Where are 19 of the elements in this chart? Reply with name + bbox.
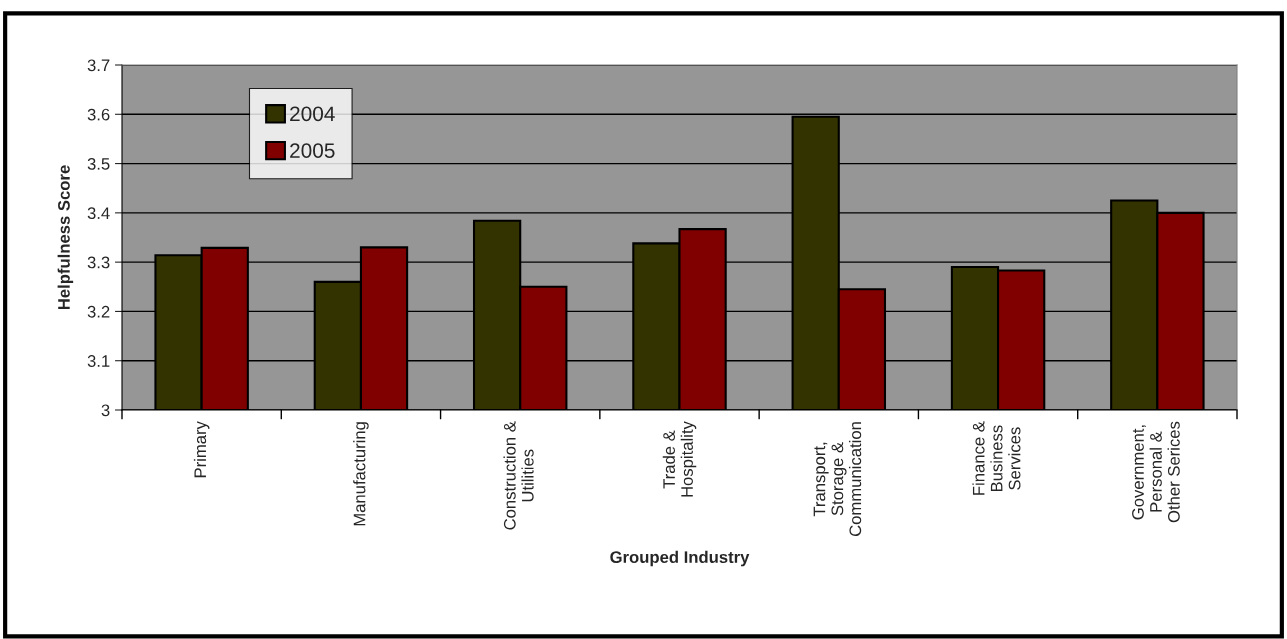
y-axis-title: Helpfulness Score <box>57 165 74 310</box>
y-tick-label: 3.4 <box>87 207 110 220</box>
y-tick-label: 3 <box>101 404 110 417</box>
y-tick-label: 3.7 <box>87 59 110 72</box>
x-tick-label: Primary <box>193 421 210 478</box>
legend-label: 2004 <box>290 106 335 122</box>
x-tick-label: Trade & Hospitality <box>662 421 697 497</box>
x-tick-label: Construction & Utilities <box>503 421 534 530</box>
legend-label: 2005 <box>290 143 335 158</box>
x-tick-label: Finance & Business Services <box>972 421 1021 495</box>
x-axis-title: Grouped Industry <box>610 550 750 567</box>
y-tick-label: 3.5 <box>87 157 110 170</box>
y-tick-label: 3.6 <box>87 108 110 121</box>
y-tick-label: 3.3 <box>87 256 110 269</box>
x-tick-label: Manufacturing <box>353 422 369 526</box>
x-tick-label: Government, Personal & Other Serices <box>1132 421 1180 523</box>
x-tick-label: Transport, Storage & Communication <box>813 422 862 537</box>
y-tick-label: 3.2 <box>87 305 110 318</box>
y-tick-label: 3.1 <box>87 355 110 367</box>
